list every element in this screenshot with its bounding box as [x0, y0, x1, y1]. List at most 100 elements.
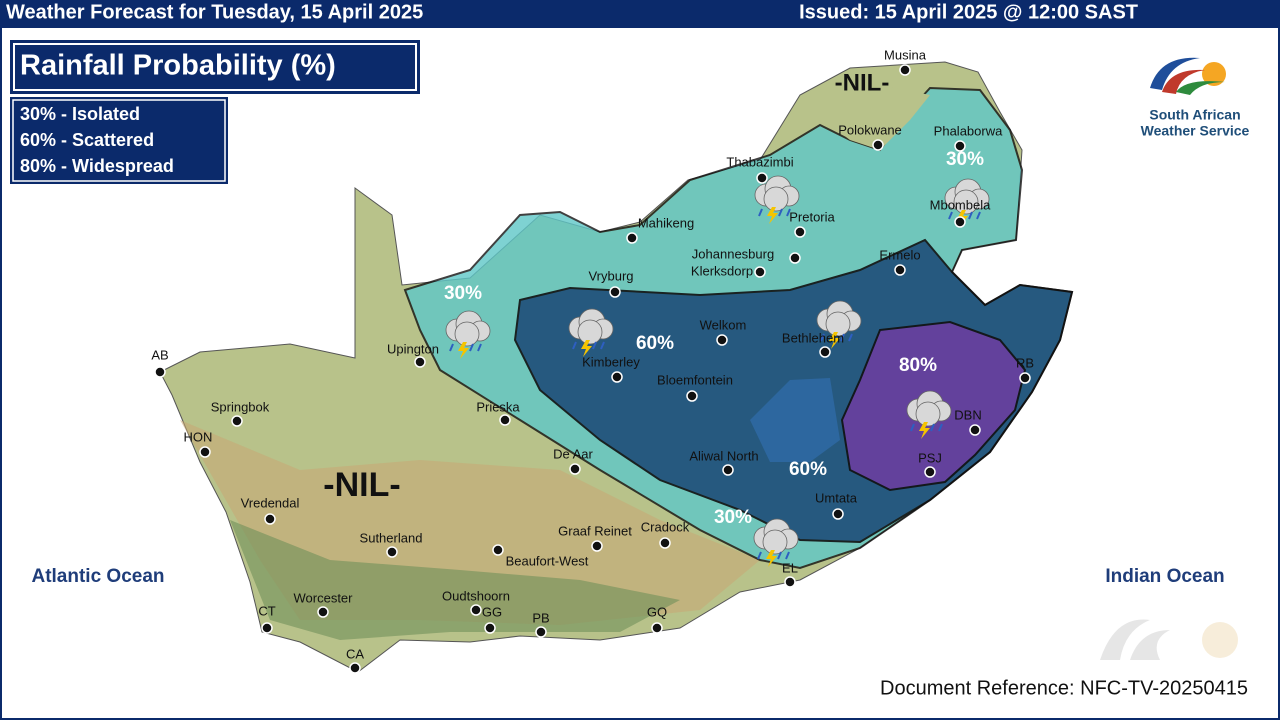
- city-label: Oudtshoorn: [442, 588, 510, 603]
- city-label: PSJ: [918, 450, 942, 465]
- city-dot: [231, 415, 243, 427]
- city-dot: [659, 537, 671, 549]
- cloud-puff: [953, 189, 979, 215]
- city-dot: [414, 356, 426, 368]
- city-dot: [199, 446, 211, 458]
- city-label: Pretoria: [789, 209, 835, 224]
- weather-icon: [816, 300, 862, 349]
- city-dot: [722, 464, 734, 476]
- rain: [572, 341, 605, 350]
- weather-icon: [754, 175, 800, 224]
- cloud-puff: [763, 186, 789, 212]
- city-dot: [969, 424, 981, 436]
- city-label: Cradock: [641, 519, 690, 534]
- city-dot: [954, 140, 966, 152]
- legend-item: 60% - Scattered: [20, 130, 154, 150]
- city-label: Bethlehem: [782, 330, 844, 345]
- cities: Musina Polokwane Phalaborwa Thabazimbi Preto…: [151, 47, 1034, 674]
- rain: [757, 551, 790, 560]
- city-label: Welkom: [700, 317, 747, 332]
- city-dot: [317, 606, 329, 618]
- city-label: Polokwane: [838, 122, 902, 137]
- city-dot: [894, 264, 906, 276]
- city-dot: [784, 576, 796, 588]
- city-dot: [535, 626, 547, 638]
- city-dot: [899, 64, 911, 76]
- weather-icons: [445, 175, 990, 567]
- rain: [820, 333, 853, 342]
- city-dot: [611, 371, 623, 383]
- city-label: Thabazimbi: [726, 154, 793, 169]
- city-dot: [789, 252, 801, 264]
- city-label: GG: [482, 604, 502, 619]
- city-dot: [716, 334, 728, 346]
- city-dot: [819, 346, 831, 358]
- city-label: De Aar: [553, 446, 593, 461]
- city-dot: [626, 232, 638, 244]
- city-label: Johannesburg: [692, 246, 774, 261]
- lightning: [919, 422, 930, 439]
- zone-label: -NIL-: [835, 69, 890, 96]
- lesotho: [750, 378, 840, 462]
- city-dot: [794, 226, 806, 238]
- city-label: Musina: [884, 47, 927, 62]
- lightning: [766, 550, 777, 567]
- city-dot: [954, 216, 966, 228]
- panel-title-frame: [13, 43, 417, 91]
- city-label: Klerksdorp: [691, 263, 753, 278]
- city-label: CA: [346, 646, 364, 661]
- relief: [230, 520, 680, 640]
- city-label: Umtata: [815, 490, 858, 505]
- cloud-puff: [915, 401, 941, 427]
- ocean-label: Indian Ocean: [1105, 566, 1224, 587]
- city-dot: [754, 266, 766, 278]
- city-label: PB: [532, 610, 549, 625]
- city-label: Kimberley: [582, 354, 640, 369]
- city-dot: [832, 508, 844, 520]
- logo-text: Weather Service: [1141, 123, 1250, 139]
- city-label: GQ: [647, 604, 667, 619]
- city-label: Springbok: [211, 399, 270, 414]
- city-dot: [154, 366, 166, 378]
- city-label: Worcester: [294, 590, 354, 605]
- city-label: Vryburg: [588, 268, 633, 283]
- city-dot: [686, 390, 698, 402]
- city-dot: [499, 414, 511, 426]
- city-label: EL: [782, 560, 798, 575]
- city-label: Mbombela: [930, 197, 991, 212]
- lightning: [767, 207, 778, 224]
- city-dot: [872, 139, 884, 151]
- city-label: AB: [151, 347, 168, 362]
- panel-title-box: [10, 40, 420, 94]
- zone-label: 30%: [444, 283, 482, 304]
- zone-nil: [830, 85, 930, 150]
- watermark: [1100, 619, 1238, 660]
- weather-icon: [944, 178, 990, 227]
- zone-label: 60%: [789, 459, 827, 480]
- city-label: Sutherland: [360, 530, 423, 545]
- legend-item: 80% - Widespread: [20, 156, 174, 176]
- city-dot: [609, 286, 621, 298]
- logo-text: South African: [1149, 107, 1240, 123]
- logo: South African Weather Service: [1141, 57, 1250, 139]
- weather-icon: [445, 310, 491, 359]
- zone-label: 80%: [899, 355, 937, 376]
- city-label: Graaf Reinet: [558, 523, 632, 538]
- panel-title: Rainfall Probability (%): [20, 50, 336, 82]
- city-label: Bloemfontein: [657, 372, 733, 387]
- city-label: DBN: [954, 407, 981, 422]
- city-label: RB: [1016, 355, 1034, 370]
- cloud-puff: [762, 529, 788, 555]
- cloud-puff: [825, 311, 851, 337]
- city-dot: [484, 622, 496, 634]
- city-label: Aliwal North: [689, 448, 758, 463]
- header-bar: [0, 0, 1280, 28]
- lightning: [581, 340, 592, 357]
- city-dot: [756, 172, 768, 184]
- weather-icon: [906, 390, 952, 439]
- city-dot: [261, 622, 273, 634]
- zone-labels: 30% 30% 30% 60% 60% 80% -NIL- -NIL-: [323, 69, 984, 528]
- city-label: Ermelo: [879, 247, 920, 262]
- city-dot: [591, 540, 603, 552]
- lightning: [458, 342, 469, 359]
